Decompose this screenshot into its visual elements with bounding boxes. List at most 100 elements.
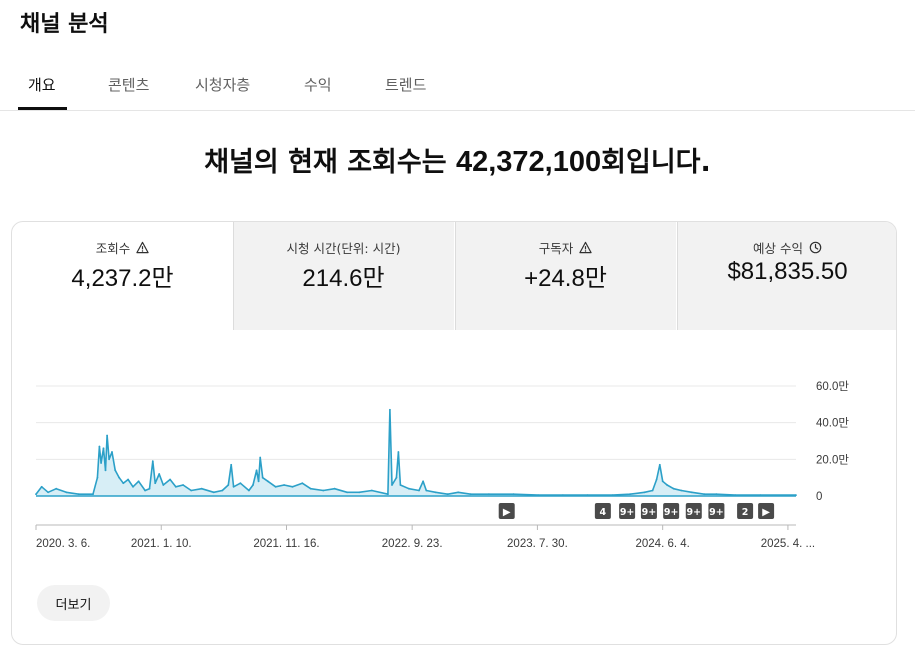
data-point bbox=[643, 491, 646, 494]
marker-label: 9+ bbox=[642, 507, 657, 518]
data-point bbox=[252, 484, 254, 486]
marker-box bbox=[594, 503, 611, 519]
tab-audience[interactable]: 시청자층 bbox=[195, 76, 251, 94]
data-point bbox=[154, 482, 157, 485]
data-point bbox=[672, 487, 675, 490]
data-point bbox=[232, 485, 235, 488]
metric-divider bbox=[455, 222, 456, 330]
metric-value-subscribers: +24.8만 bbox=[524, 265, 607, 292]
tab-trends[interactable]: 트렌드 bbox=[385, 76, 427, 94]
event-count-marker[interactable]: 9+ bbox=[685, 503, 702, 519]
x-tick-label: 2021. 1. 10. bbox=[131, 538, 192, 550]
data-point bbox=[655, 478, 658, 481]
metric-divider bbox=[677, 222, 678, 330]
x-tick-label: 2022. 9. 23. bbox=[382, 538, 443, 550]
metric-tab-views[interactable]: 조회수 4,237.2만 bbox=[12, 222, 233, 330]
event-count-marker[interactable]: 9+ bbox=[640, 503, 657, 519]
data-point bbox=[734, 494, 737, 496]
metric-tab-watch-time[interactable]: 시청 시간(단위: 시간) 214.6만 bbox=[233, 222, 454, 330]
y-tick-label: 20.0만 bbox=[816, 453, 849, 466]
video-event-marker[interactable]: ▶ bbox=[758, 503, 775, 519]
data-point bbox=[283, 484, 285, 486]
data-point bbox=[651, 489, 654, 492]
marker-label: 4 bbox=[600, 507, 607, 518]
data-point bbox=[151, 460, 154, 463]
x-tick-label: 2023. 7. 30. bbox=[507, 538, 568, 550]
x-tick-label: 2020. 3. 6. bbox=[36, 538, 90, 550]
marker-box bbox=[737, 503, 754, 519]
data-point bbox=[333, 487, 336, 490]
metric-value-views: 4,237.2만 bbox=[71, 265, 174, 292]
x-tick-label: 2024. 6. 4. bbox=[635, 538, 689, 550]
warning-icon bbox=[579, 241, 592, 254]
data-point bbox=[301, 482, 304, 485]
tab-overview[interactable]: 개요 bbox=[28, 76, 56, 94]
data-point bbox=[358, 491, 361, 494]
series-line bbox=[35, 409, 796, 496]
data-point bbox=[322, 489, 325, 492]
data-point bbox=[174, 485, 177, 488]
data-point bbox=[230, 463, 233, 466]
data-point bbox=[537, 494, 540, 496]
data-point bbox=[106, 434, 108, 437]
series-area bbox=[36, 409, 796, 496]
data-point bbox=[680, 489, 683, 492]
data-point bbox=[122, 482, 125, 485]
marker-label: ▶ bbox=[762, 507, 770, 518]
data-point bbox=[261, 476, 264, 479]
y-tick-label: 60.0만 bbox=[816, 380, 849, 393]
data-point bbox=[795, 494, 797, 496]
data-point bbox=[118, 476, 121, 479]
metric-label-subscribers: 구독자 bbox=[538, 241, 574, 256]
event-count-marker[interactable]: 9+ bbox=[663, 503, 680, 519]
data-point bbox=[703, 493, 706, 496]
data-point bbox=[257, 480, 260, 483]
data-point bbox=[132, 485, 134, 488]
tab-revenue[interactable]: 수익 bbox=[304, 76, 332, 94]
event-count-marker[interactable]: 9+ bbox=[619, 503, 636, 519]
x-tick-label: 2025. 4. ... bbox=[761, 538, 815, 550]
video-event-marker[interactable]: ▶ bbox=[498, 503, 515, 519]
metric-tab-revenue[interactable]: 예상 수익 $81,835.50 bbox=[677, 222, 896, 330]
event-count-marker[interactable]: 2 bbox=[737, 503, 754, 519]
metric-label-watch-time: 시청 시간(단위: 시간) bbox=[286, 241, 401, 256]
metric-label-views: 조회수 bbox=[95, 241, 131, 256]
tab-bar: 개요 콘텐츠 시청자층 수익 트렌드 bbox=[0, 62, 915, 111]
data-point bbox=[127, 478, 129, 481]
more-button[interactable]: 더보기 bbox=[37, 585, 110, 621]
clock-icon bbox=[809, 241, 822, 254]
data-point bbox=[108, 458, 110, 461]
x-tick-label: 2021. 11. 16. bbox=[253, 538, 319, 550]
metric-label-revenue: 예상 수익 bbox=[753, 241, 803, 256]
event-count-marker[interactable]: 9+ bbox=[708, 503, 725, 519]
data-point bbox=[422, 480, 424, 483]
data-point bbox=[629, 493, 631, 496]
data-point bbox=[96, 476, 99, 479]
metric-divider bbox=[233, 222, 234, 330]
data-point bbox=[92, 493, 94, 496]
data-point bbox=[98, 445, 101, 448]
data-point bbox=[291, 485, 294, 488]
data-point bbox=[55, 487, 58, 490]
metric-tab-subscribers[interactable]: 구독자 +24.8만 bbox=[455, 222, 676, 330]
marker-label: 9+ bbox=[620, 507, 635, 518]
data-point bbox=[221, 489, 224, 492]
data-point bbox=[40, 485, 43, 488]
data-point bbox=[248, 489, 250, 492]
data-point bbox=[387, 493, 389, 496]
headline-prefix: 채널의 현재 조회수는 bbox=[204, 147, 456, 178]
data-point bbox=[239, 482, 242, 485]
data-point bbox=[391, 484, 393, 486]
headline-number: 42,372,100 bbox=[455, 146, 602, 178]
data-point bbox=[77, 493, 80, 496]
metric-value-revenue: $81,835.50 bbox=[727, 258, 848, 285]
marker-box bbox=[640, 503, 657, 519]
data-point bbox=[611, 494, 614, 496]
event-count-marker[interactable]: 4 bbox=[594, 503, 611, 519]
data-point bbox=[658, 463, 661, 466]
tab-content[interactable]: 콘텐츠 bbox=[108, 76, 150, 94]
data-point bbox=[389, 408, 391, 411]
page-title: 채널 분석 bbox=[20, 12, 109, 37]
data-point bbox=[759, 494, 762, 496]
marker-label: 9+ bbox=[709, 507, 724, 518]
